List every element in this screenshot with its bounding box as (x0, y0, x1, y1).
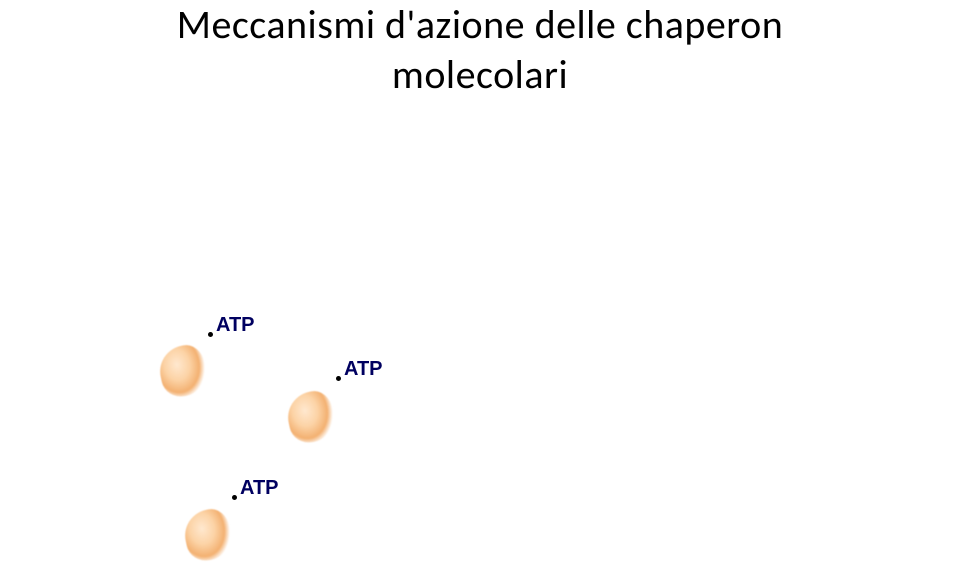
atp-dot-icon (232, 495, 237, 500)
atp-blob-icon (155, 342, 210, 400)
atp-label: ATP (240, 477, 279, 500)
atp-blob-icon (283, 388, 338, 446)
title-line-1: Meccanismi d'azione delle chaperon (177, 0, 783, 49)
atp-label: ATP (216, 314, 255, 337)
page-title: Meccanismi d'azione delle chaperon molec… (0, 0, 960, 100)
title-line-2: molecolari (392, 50, 568, 99)
atp-blob-icon (180, 506, 235, 564)
atp-label: ATP (344, 358, 383, 381)
atp-dot-icon (208, 332, 213, 337)
atp-dot-icon (336, 376, 341, 381)
